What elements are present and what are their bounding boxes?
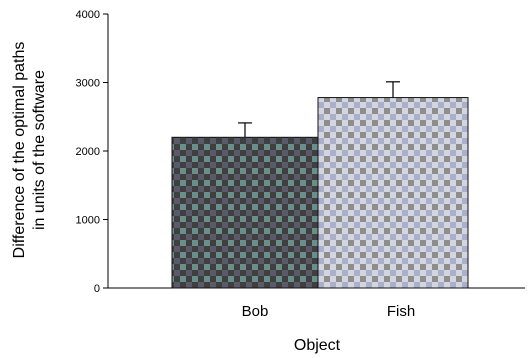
- y-tick-label-4000: 4000: [76, 9, 100, 21]
- bar-bob: [172, 137, 318, 288]
- y-tick-label-0: 0: [94, 283, 100, 295]
- x-axis-title: Object: [294, 337, 341, 354]
- y-axis-ticks: 0 1000 2000 3000 4000: [76, 9, 108, 295]
- y-tick-label-3000: 3000: [76, 78, 100, 90]
- y-tick-label-1000: 1000: [76, 215, 100, 227]
- x-tick-label-bob: Bob: [242, 303, 269, 320]
- x-tick-label-fish: Fish: [387, 303, 415, 320]
- bar-fish: [318, 97, 468, 288]
- y-axis-title-line2: in units of the software: [31, 70, 48, 230]
- bars: [171, 81, 469, 289]
- y-tick-label-2000: 2000: [76, 146, 100, 158]
- y-axis-title-line1: Difference of the optimal paths: [11, 42, 28, 259]
